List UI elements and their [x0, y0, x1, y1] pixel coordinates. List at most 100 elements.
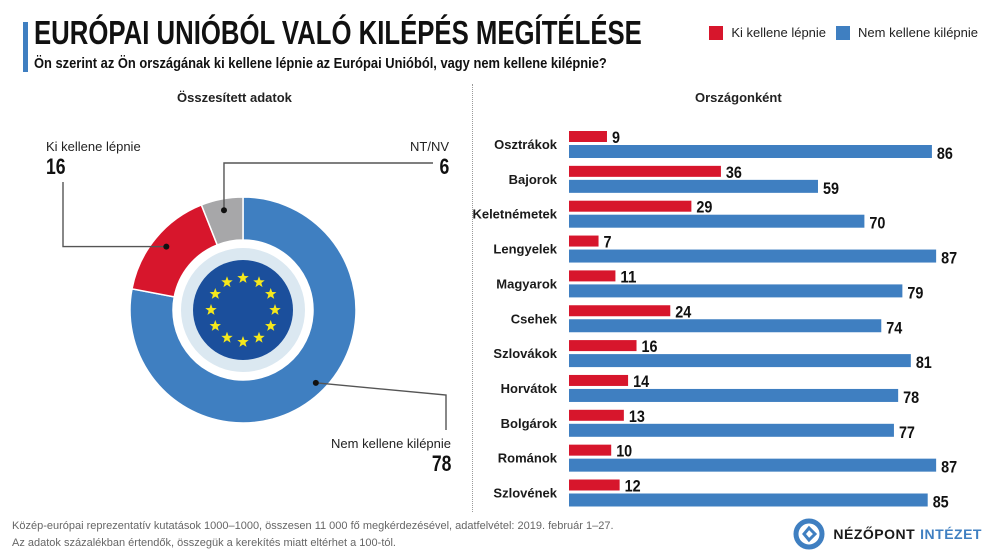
- category-label: Szlovének: [493, 486, 557, 501]
- bar-leave: [569, 131, 607, 142]
- bar-stay: [569, 145, 932, 158]
- legend-swatch-stay: [836, 25, 851, 40]
- bar-leave: [569, 479, 620, 491]
- value-label-stay: 74: [886, 318, 902, 337]
- bars-section-title: Országonként: [695, 90, 782, 105]
- donut-label-stay: Nem kellene kilépnie: [331, 436, 451, 451]
- value-label-stay: 78: [903, 388, 919, 407]
- eu-star-icon: [221, 276, 233, 288]
- bar-leave: [569, 444, 612, 456]
- donut-label-leave: Ki kellene lépnie: [46, 139, 141, 154]
- eu-star-icon: [265, 288, 277, 299]
- value-label-leave: 13: [629, 407, 645, 426]
- value-label-stay: 87: [941, 458, 957, 477]
- category-label: Lengyelek: [493, 242, 557, 257]
- nezopont-logo-icon: [793, 518, 825, 550]
- title-accent-bar: [23, 22, 28, 72]
- category-label: Horvátok: [501, 381, 558, 396]
- eu-star-icon: [253, 276, 265, 288]
- bar-leave: [569, 200, 692, 212]
- bar-stay: [569, 319, 882, 333]
- bar-stay: [569, 423, 894, 437]
- donut-leader-lines: [62, 162, 447, 430]
- value-label-leave: 7: [604, 233, 612, 252]
- value-label-leave: 16: [642, 337, 658, 356]
- category-label: Bolgárok: [501, 416, 558, 431]
- eu-star-icon: [269, 304, 281, 315]
- category-label: Románok: [498, 451, 558, 466]
- value-label-leave: 36: [726, 163, 742, 182]
- legend-label-stay: Nem kellene kilépnie: [858, 25, 978, 40]
- bar-leave: [569, 165, 721, 177]
- bar-stay: [569, 249, 937, 263]
- eu-flag-icon: [181, 248, 305, 372]
- value-label-stay: 85: [933, 493, 949, 512]
- brand-suffix: INTÉZET: [920, 526, 982, 542]
- publisher-logo: NÉZŐPONT INTÉZET: [793, 518, 982, 550]
- value-label-leave: 29: [696, 198, 712, 217]
- chart-subtitle: Ön szerint az Ön országának ki kellene l…: [34, 55, 607, 72]
- leader-line-stay-dot: [312, 379, 319, 386]
- footnote-rounding: Az adatok százalékban értendők, összegük…: [12, 537, 396, 549]
- leader-line-stay: [315, 382, 447, 430]
- value-label-leave: 14: [633, 372, 649, 391]
- eu-star-icon: [205, 304, 217, 315]
- category-label: Keletnémetek: [472, 207, 557, 222]
- value-label-leave: 11: [620, 267, 636, 286]
- category-label: Szlovákok: [493, 346, 557, 361]
- value-label-leave: 10: [616, 442, 632, 461]
- value-label-stay: 70: [869, 214, 885, 233]
- bar-stay: [569, 354, 911, 368]
- bar-stay: [569, 214, 865, 228]
- section-divider: [472, 84, 473, 512]
- donut-slice-2: [200, 196, 244, 246]
- value-label-stay: 86: [937, 144, 953, 163]
- eu-star-icon: [265, 320, 277, 331]
- bar-chart: Osztrákok 9 86 Bajorok 36 59 Keletnémetek 29 70 L…: [472, 128, 957, 512]
- eu-star-icon: [221, 331, 233, 343]
- leader-line-leave-dot: [163, 243, 170, 250]
- donut-label-dontknow: NT/NV: [410, 139, 449, 154]
- value-label-stay: 79: [907, 283, 923, 302]
- legend: Ki kellene lépnie Nem kellene kilépnie: [699, 25, 978, 40]
- leader-line-dontknow: [223, 162, 433, 211]
- eu-star-icon: [209, 320, 221, 331]
- leader-line-leave: [62, 182, 167, 248]
- bar-leave: [569, 409, 624, 421]
- bar-leave: [569, 340, 637, 352]
- eu-star-icon: [237, 336, 249, 347]
- category-label: Bajorok: [509, 172, 558, 187]
- donut-slice-0: [129, 196, 357, 424]
- legend-item-stay: Nem kellene kilépnie: [836, 25, 978, 40]
- bar-leave: [569, 374, 629, 386]
- category-label: Csehek: [511, 311, 558, 326]
- donut-value-leave: 16: [46, 154, 66, 179]
- donut-chart: [62, 162, 447, 430]
- brand-name: NÉZŐPONT: [833, 526, 916, 542]
- eu-star-icon: [237, 272, 249, 283]
- bar-leave: [569, 305, 671, 317]
- bar-stay: [569, 179, 818, 193]
- value-label-stay: 59: [823, 179, 839, 198]
- category-label: Osztrákok: [494, 137, 558, 152]
- category-label: Magyarok: [496, 276, 557, 291]
- donut-value-dontknow: 6: [439, 154, 449, 179]
- eu-star-icon: [253, 331, 265, 343]
- value-label-leave: 9: [612, 128, 620, 147]
- leader-line-dontknow-dot: [220, 207, 227, 214]
- bar-leave: [569, 235, 599, 247]
- legend-swatch-leave: [709, 25, 724, 40]
- legend-item-leave: Ki kellene lépnie: [709, 25, 826, 40]
- eu-star-icon: [209, 288, 221, 299]
- value-label-leave: 12: [625, 477, 641, 496]
- donut-section-title: Összesített adatok: [177, 90, 292, 105]
- footnote-methodology: Közép-európai reprezentatív kutatások 10…: [12, 520, 614, 532]
- eu-flag-disc: [193, 260, 293, 360]
- bar-stay: [569, 458, 937, 472]
- bar-stay: [569, 388, 899, 402]
- donut-value-stay: 78: [431, 451, 451, 476]
- legend-label-leave: Ki kellene lépnie: [731, 25, 827, 40]
- chart-title: EURÓPAI UNIÓBÓL VALÓ KILÉPÉS MEGÍTÉLÉSE: [34, 14, 642, 51]
- bar-stay: [569, 284, 903, 298]
- value-label-stay: 87: [941, 249, 957, 268]
